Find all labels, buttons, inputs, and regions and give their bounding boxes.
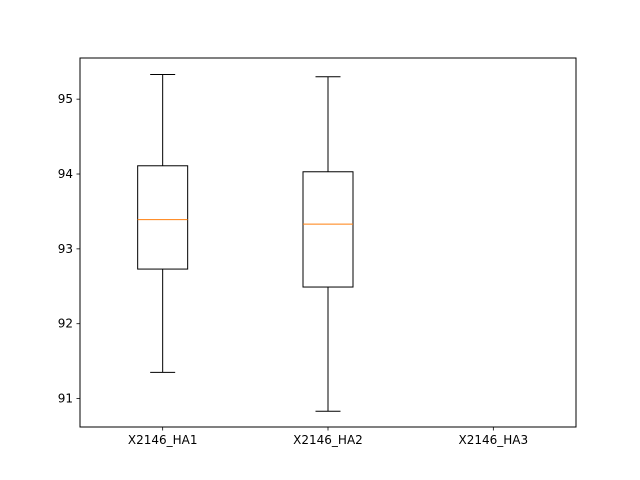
x-tick-label: X2146_HA2	[293, 433, 363, 447]
x-tick-label: X2146_HA1	[128, 433, 198, 447]
iqr-box	[137, 165, 189, 270]
y-tick-label: 94	[58, 167, 73, 181]
x-tick-label: X2146_HA3	[459, 433, 529, 447]
y-tick-label: 92	[58, 317, 73, 331]
x-axis: X2146_HA1 X2146_HA2 X2146_HA3	[128, 427, 528, 447]
box-group	[137, 73, 189, 373]
y-tick-label: 95	[58, 92, 73, 106]
y-tick-label: 91	[58, 392, 73, 406]
iqr-box	[302, 171, 354, 288]
boxes-layer	[137, 73, 354, 412]
y-axis: 91 92 93 94 95	[58, 92, 80, 406]
box-group	[302, 76, 354, 412]
y-tick-label: 93	[58, 242, 73, 256]
